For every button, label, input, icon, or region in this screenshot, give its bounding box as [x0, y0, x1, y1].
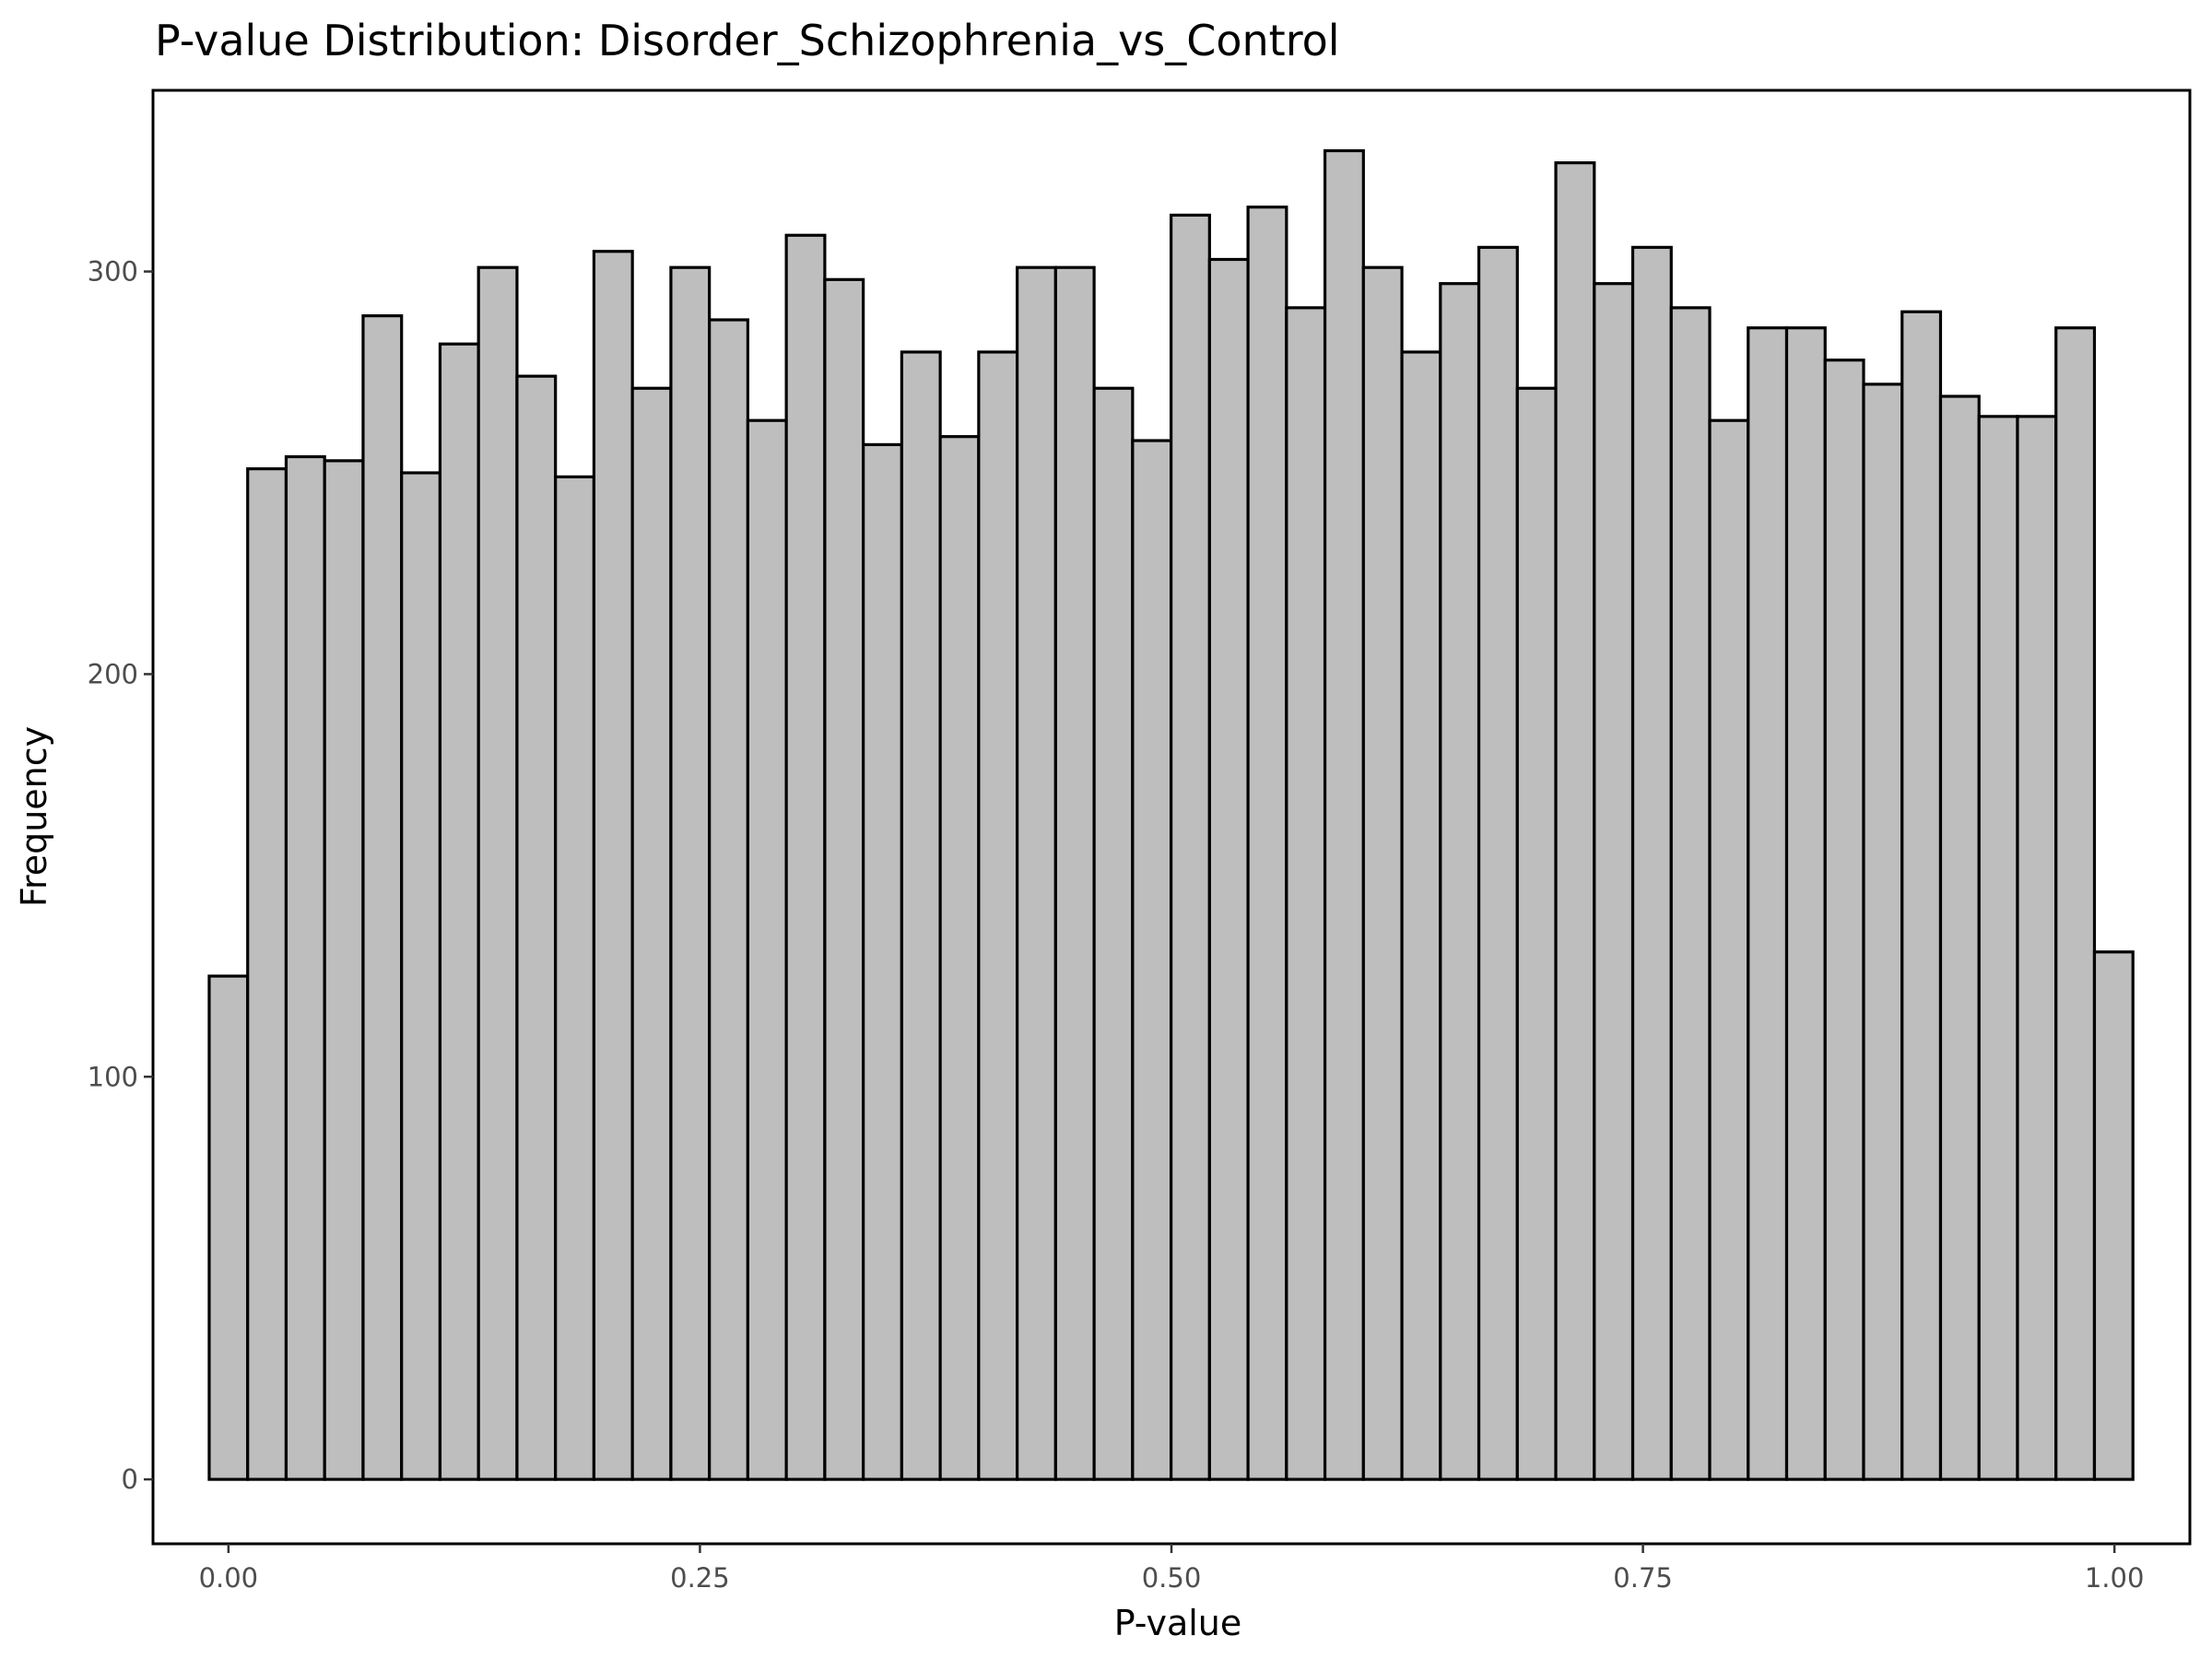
histogram-bar: [669, 265, 712, 1481]
histogram-bar: [1515, 386, 1558, 1481]
bars-group: [207, 148, 2135, 1481]
x-tick-label: 0.75: [1613, 1562, 1673, 1594]
y-axis-label: Frequency: [14, 726, 54, 907]
histogram-bar: [1669, 306, 1712, 1481]
histogram-bar: [1053, 265, 1096, 1481]
x-tick-label: 1.00: [2085, 1562, 2145, 1594]
histogram-bar: [2054, 326, 2097, 1481]
histogram-bar: [630, 386, 673, 1481]
histogram-bar: [1131, 439, 1173, 1481]
histogram-bar: [1016, 265, 1057, 1481]
histogram-bar: [2016, 415, 2058, 1481]
histogram-bar: [1477, 245, 1519, 1481]
y-tick-label: 0: [122, 1464, 138, 1495]
histogram-bar: [1285, 306, 1327, 1481]
histogram-bar: [1900, 310, 1943, 1481]
histogram-bar: [1092, 386, 1135, 1481]
y-tick-label: 100: [88, 1061, 138, 1092]
histogram-bar: [1361, 265, 1404, 1481]
histogram-bar: [938, 435, 981, 1481]
y-tick-label: 200: [88, 658, 138, 689]
histogram-bar: [1246, 206, 1288, 1481]
histogram-bar: [900, 350, 942, 1481]
x-axis-label: P-value: [1114, 1603, 1242, 1643]
histogram-bar: [1823, 359, 1865, 1481]
histogram-bar: [746, 418, 788, 1481]
histogram-bar: [784, 233, 827, 1481]
x-tick-label: 0.50: [1142, 1562, 1202, 1594]
histogram-bar: [515, 374, 558, 1481]
histogram-bar: [1630, 245, 1673, 1481]
histogram-bar: [284, 454, 326, 1481]
histogram-bar: [361, 314, 404, 1481]
histogram-bar: [246, 467, 288, 1481]
histogram-bar: [554, 475, 596, 1481]
histogram-bar: [2092, 950, 2135, 1481]
histogram-bar: [1400, 350, 1442, 1481]
x-tick-label: 0.00: [199, 1562, 259, 1594]
histogram-bar: [1977, 415, 2019, 1481]
histogram-bar: [438, 342, 480, 1481]
histogram-bar: [477, 265, 519, 1481]
histogram-bar: [823, 277, 865, 1481]
histogram-bar: [977, 350, 1019, 1481]
y-tick-label: 300: [88, 256, 138, 288]
histogram-bar: [708, 318, 750, 1481]
histogram-bar: [592, 250, 634, 1481]
histogram-bar: [1207, 257, 1250, 1481]
histogram-bar: [400, 471, 442, 1481]
histogram-bar: [1747, 326, 1789, 1481]
histogram-bar: [1784, 326, 1827, 1481]
histogram-bar: [207, 974, 250, 1481]
histogram-bar: [1554, 161, 1596, 1481]
histogram-bar: [1862, 382, 1904, 1481]
chart-title: P-value Distribution: Disorder_Schizophr…: [155, 16, 1340, 65]
histogram-bar: [323, 459, 365, 1481]
histogram-bar: [1323, 148, 1365, 1481]
histogram-bar: [1708, 418, 1750, 1481]
y-axis-ticks: 0 100 200 300: [88, 256, 153, 1495]
histogram-bar: [1169, 213, 1211, 1481]
histogram-bar: [862, 442, 903, 1481]
x-tick-label: 0.25: [670, 1562, 730, 1594]
histogram-bar: [1439, 282, 1481, 1481]
x-axis-ticks: 0.00 0.25 0.50 0.75 1.00: [199, 1544, 2145, 1594]
histogram-bar: [1938, 394, 1981, 1481]
histogram-bar: [1593, 282, 1635, 1481]
